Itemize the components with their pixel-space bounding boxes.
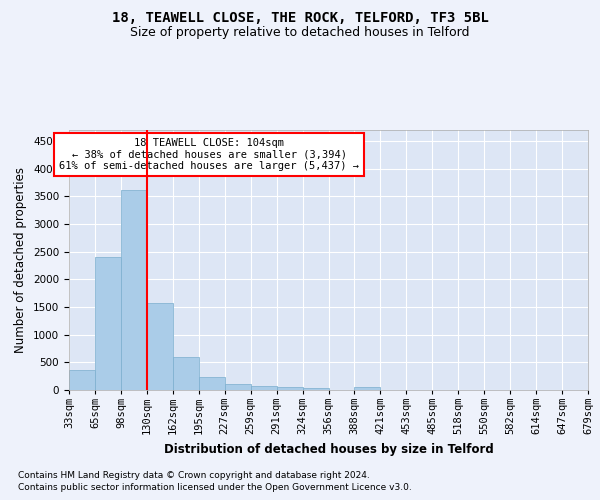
Bar <box>173 358 199 390</box>
Text: Size of property relative to detached houses in Telford: Size of property relative to detached ho… <box>130 26 470 39</box>
Text: 18, TEAWELL CLOSE, THE ROCK, TELFORD, TF3 5BL: 18, TEAWELL CLOSE, THE ROCK, TELFORD, TF… <box>112 11 488 25</box>
Text: Contains HM Land Registry data © Crown copyright and database right 2024.: Contains HM Land Registry data © Crown c… <box>18 471 370 480</box>
Bar <box>355 386 380 390</box>
Y-axis label: Number of detached properties: Number of detached properties <box>14 167 28 353</box>
Bar <box>147 302 173 390</box>
Bar <box>199 378 224 390</box>
Bar <box>121 190 147 390</box>
Bar <box>302 388 329 390</box>
Bar <box>225 384 251 390</box>
Bar <box>251 386 277 390</box>
Bar <box>95 257 121 390</box>
Text: Contains public sector information licensed under the Open Government Licence v3: Contains public sector information licen… <box>18 482 412 492</box>
Text: 18 TEAWELL CLOSE: 104sqm
← 38% of detached houses are smaller (3,394)
61% of sem: 18 TEAWELL CLOSE: 104sqm ← 38% of detach… <box>59 138 359 171</box>
Bar <box>69 370 95 390</box>
Bar <box>277 387 302 390</box>
Text: Distribution of detached houses by size in Telford: Distribution of detached houses by size … <box>164 442 494 456</box>
